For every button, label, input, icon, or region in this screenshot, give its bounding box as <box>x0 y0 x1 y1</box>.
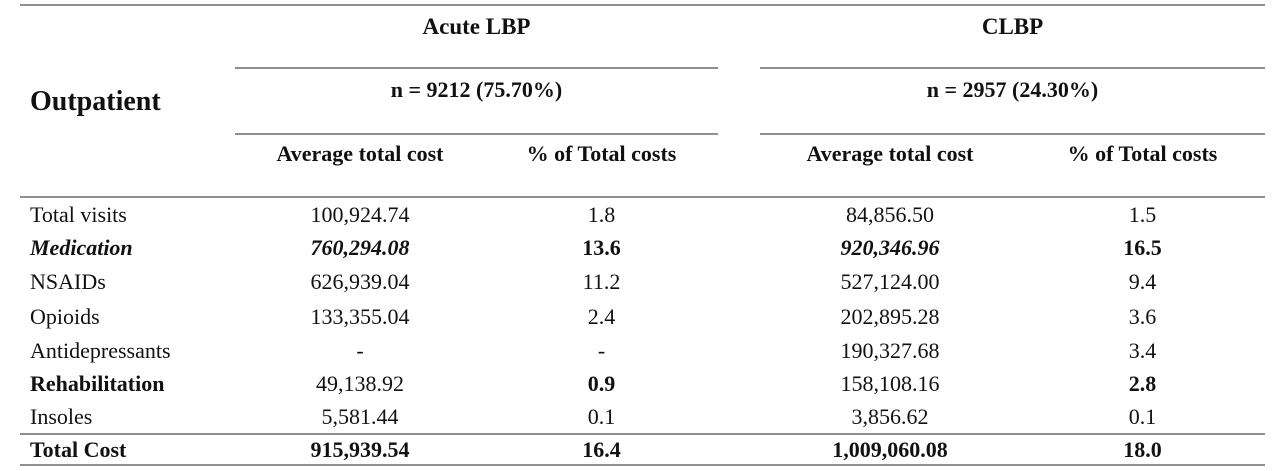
group-rule-acute-2 <box>235 133 718 135</box>
row-label: Rehabilitation <box>30 371 165 396</box>
row-cell: 16.4 <box>582 437 621 462</box>
row-label: Antidepressants <box>30 338 171 363</box>
row-cell: 5,581.44 <box>321 404 399 429</box>
group-name-clbp: CLBP <box>981 14 1044 39</box>
row-cell: 2.8 <box>1128 371 1157 396</box>
group-rule-clbp-1 <box>760 67 1265 69</box>
row-label: Insoles <box>30 404 93 429</box>
group-rule-clbp-2 <box>760 133 1265 135</box>
group-n-acute: n = 9212 (75.70%) <box>390 77 563 102</box>
row-cell: 13.6 <box>582 235 621 260</box>
row-cell: - <box>356 338 364 363</box>
row-label: Medication <box>30 235 133 260</box>
row-cell: 1.8 <box>587 202 616 227</box>
row-cell: 3.4 <box>1128 338 1157 363</box>
row-cell: 0.1 <box>1128 404 1157 429</box>
row-cell: 626,939.04 <box>310 269 410 294</box>
group-name-acute: Acute LBP <box>422 14 531 39</box>
row-label: Total visits <box>30 202 127 227</box>
row-label: Total Cost <box>30 437 127 462</box>
row-cell: 133,355.04 <box>310 304 410 329</box>
row-cell: 915,939.54 <box>310 437 410 462</box>
row-cell: 84,856.50 <box>846 202 934 227</box>
outpatient-heading: Outpatient <box>30 86 161 117</box>
row-cell: 3,856.62 <box>851 404 929 429</box>
row-cell: 16.5 <box>1123 235 1162 260</box>
row-cell: 100,924.74 <box>310 202 410 227</box>
row-cell: 0.1 <box>587 404 616 429</box>
row-cell: 527,124.00 <box>840 269 940 294</box>
row-cell: 760,294.08 <box>310 235 410 260</box>
group-n-clbp: n = 2957 (24.30%) <box>926 77 1099 102</box>
row-cell: 3.6 <box>1128 304 1157 329</box>
row-label: Opioids <box>30 304 100 329</box>
row-label: NSAIDs <box>30 269 106 294</box>
row-cell: 49,138.92 <box>316 371 404 396</box>
total-rule <box>20 433 1265 435</box>
header-bottom-rule <box>20 196 1265 198</box>
col-header-acute-pct: % of Total costs <box>526 141 677 166</box>
row-cell: 18.0 <box>1123 437 1162 462</box>
row-cell: 1.5 <box>1128 202 1157 227</box>
row-cell: - <box>597 338 606 363</box>
col-header-clbp-pct: % of Total costs <box>1067 141 1218 166</box>
row-cell: 202,895.28 <box>840 304 940 329</box>
row-cell: 1,009,060.08 <box>832 437 948 462</box>
row-cell: 0.9 <box>587 371 616 396</box>
row-cell: 11.2 <box>582 269 621 294</box>
bottom-rule <box>20 464 1265 466</box>
row-cell: 920,346.96 <box>840 235 940 260</box>
row-cell: 2.4 <box>587 304 616 329</box>
row-cell: 9.4 <box>1128 269 1157 294</box>
row-cell: 158,108.16 <box>840 371 940 396</box>
group-rule-acute-1 <box>235 67 718 69</box>
row-cell: 190,327.68 <box>840 338 940 363</box>
col-header-clbp-avg: Average total cost <box>806 141 974 166</box>
col-header-acute-avg: Average total cost <box>276 141 444 166</box>
top-rule <box>20 4 1265 6</box>
